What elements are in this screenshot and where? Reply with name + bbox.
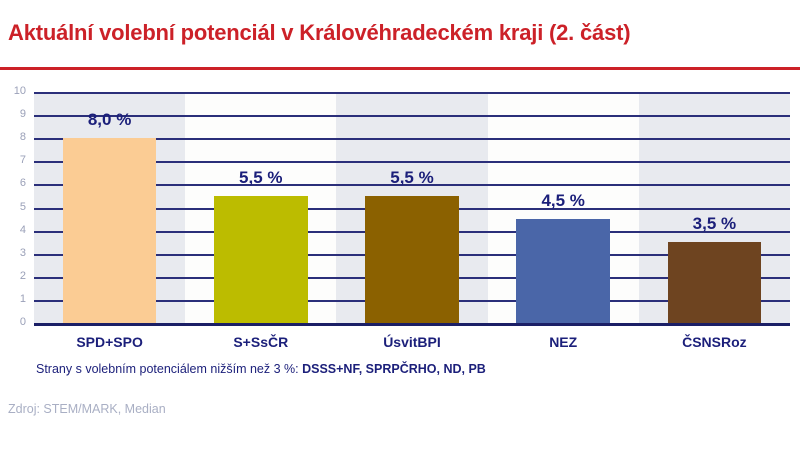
bar-value-label: 5,5 % bbox=[390, 167, 434, 187]
title-divider bbox=[0, 67, 800, 70]
bar bbox=[516, 219, 611, 323]
gridline bbox=[34, 115, 790, 118]
x-axis-category-label: ČSNSRoz bbox=[682, 334, 747, 350]
bar-value-label: 3,5 % bbox=[692, 214, 737, 234]
bar-value-label: 5,5 % bbox=[239, 167, 283, 187]
x-axis-category-label: NEZ bbox=[549, 334, 578, 350]
y-axis-tick-label: 7 bbox=[19, 154, 26, 167]
y-axis-tick-label: 2 bbox=[19, 269, 26, 282]
footnote-prefix: Strany s volebním potenciálem nižším než… bbox=[36, 362, 303, 376]
y-axis-tick-label: 1 bbox=[19, 292, 26, 305]
y-axis-tick-label: 4 bbox=[19, 223, 26, 236]
y-axis-tick-label: 9 bbox=[19, 108, 26, 121]
bar bbox=[667, 242, 762, 323]
gridline bbox=[34, 161, 790, 164]
bar-value-label: 4,5 % bbox=[541, 191, 585, 211]
x-axis-category-label: ÚsvitBPI bbox=[383, 334, 441, 350]
x-axis-category-label: S+SsČR bbox=[233, 334, 289, 350]
y-axis-tick-label: 6 bbox=[19, 177, 26, 190]
y-axis-tick-label: 0 bbox=[19, 316, 26, 328]
y-axis-tick-label: 10 bbox=[13, 85, 26, 97]
bar-value-label: 8,0 % bbox=[87, 110, 132, 130]
chart-plot-area bbox=[34, 92, 790, 326]
footnote: Strany s volebním potenciálem nižším než… bbox=[36, 362, 486, 376]
y-axis-tick-label: 3 bbox=[19, 246, 26, 259]
x-axis-line bbox=[34, 323, 790, 326]
footnote-parties: DSSS+NF, SPRPČRHO, ND, PB bbox=[302, 362, 486, 376]
gridline bbox=[34, 92, 790, 94]
y-axis-tick-label: 8 bbox=[19, 131, 26, 144]
source-attribution: Zdroj: STEM/MARK, Median bbox=[8, 402, 166, 416]
bar bbox=[365, 195, 459, 323]
bar bbox=[213, 195, 308, 323]
y-axis-tick-label: 5 bbox=[19, 200, 26, 213]
x-axis-category-label: SPD+SPO bbox=[76, 334, 143, 350]
gridline bbox=[34, 184, 790, 187]
gridline bbox=[34, 138, 790, 141]
page-title: Aktuální volební potenciál v Královéhrad… bbox=[8, 20, 631, 45]
bar bbox=[62, 138, 157, 323]
